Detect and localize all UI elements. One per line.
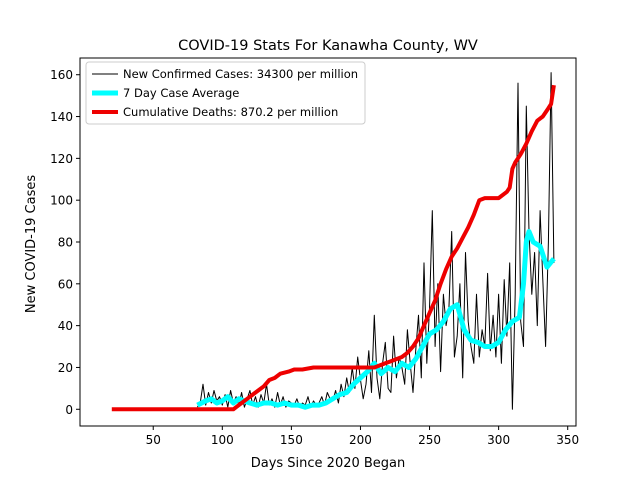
legend-label-cumulative-deaths: Cumulative Deaths: 870.2 per million — [123, 105, 338, 119]
x-tick-label: 100 — [211, 433, 234, 447]
x-tick-label: 50 — [146, 433, 161, 447]
legend-label-new-cases: New Confirmed Cases: 34300 per million — [123, 67, 358, 81]
series-cumulative-deaths-line — [111, 84, 556, 412]
series-seven-day-average-line — [196, 229, 556, 410]
y-tick-label: 80 — [58, 236, 73, 250]
x-tick-label: 300 — [487, 433, 510, 447]
plot-area — [111, 72, 556, 412]
y-tick-label: 160 — [50, 68, 73, 82]
legend: New Confirmed Cases: 34300 per million 7… — [85, 61, 366, 125]
y-tick-label: 0 — [65, 403, 73, 417]
x-tick-label: 350 — [556, 433, 579, 447]
x-tick-label: 200 — [349, 433, 372, 447]
x-axis-label: Days Since 2020 Began — [251, 456, 406, 471]
axes: 50 100 150 200 250 300 350 0 20 40 60 80 100 120 140 16… — [50, 57, 579, 447]
x-tick-label: 150 — [280, 433, 303, 447]
chart-title: COVID-19 Stats For Kanawha County, WV — [178, 38, 478, 54]
y-tick-label: 100 — [50, 194, 73, 208]
y-tick-label: 20 — [58, 361, 73, 375]
y-tick-label: 60 — [58, 277, 73, 291]
y-tick-label: 120 — [50, 152, 73, 166]
y-tick-label: 140 — [50, 110, 73, 124]
x-tick-label: 250 — [418, 433, 441, 447]
series-new-cases-line — [196, 72, 555, 410]
legend-label-7day-average: 7 Day Case Average — [123, 86, 239, 100]
legend-box — [85, 61, 366, 125]
y-tick-label: 40 — [58, 319, 73, 333]
y-axis-label: New COVID-19 Cases — [24, 175, 39, 313]
